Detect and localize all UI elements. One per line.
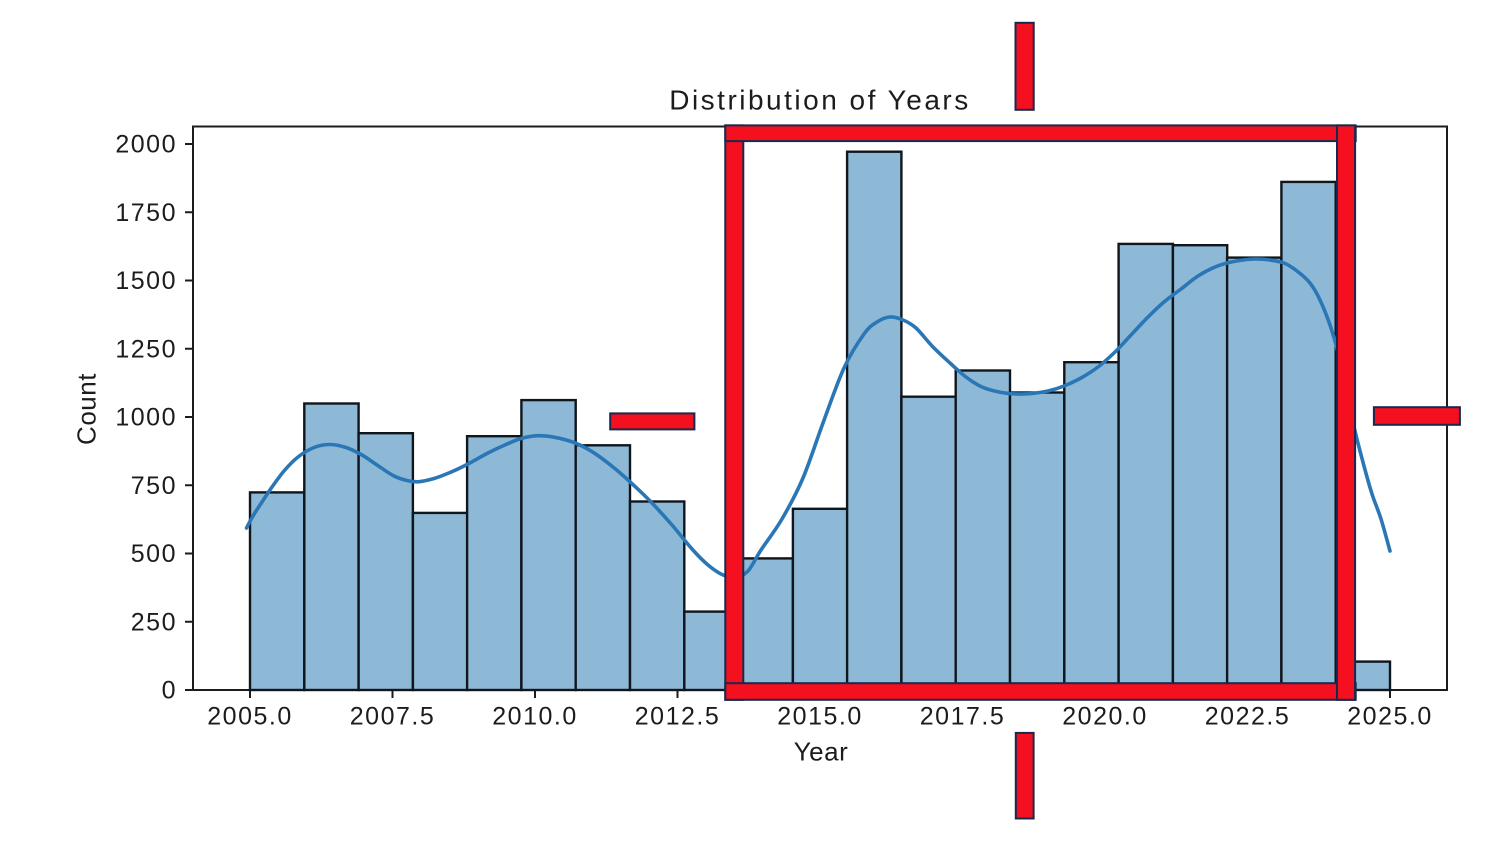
svg-text:2017.5: 2017.5: [920, 703, 1005, 731]
svg-text:750: 750: [131, 472, 177, 500]
svg-text:0: 0: [162, 677, 177, 705]
svg-text:2005.0: 2005.0: [207, 703, 292, 731]
svg-text:2020.0: 2020.0: [1062, 703, 1147, 731]
svg-text:2000: 2000: [115, 131, 177, 159]
svg-text:1000: 1000: [115, 404, 177, 432]
svg-text:250: 250: [131, 609, 177, 637]
svg-text:2012.5: 2012.5: [635, 703, 720, 731]
svg-text:Count: Count: [72, 373, 102, 445]
svg-text:2025.0: 2025.0: [1347, 703, 1432, 731]
svg-text:Year: Year: [794, 737, 849, 767]
svg-text:2015.0: 2015.0: [777, 703, 862, 731]
svg-text:500: 500: [131, 540, 177, 568]
svg-text:1500: 1500: [115, 267, 177, 295]
svg-text:1750: 1750: [115, 199, 177, 227]
svg-text:2010.0: 2010.0: [492, 703, 577, 731]
svg-text:2007.5: 2007.5: [350, 703, 435, 731]
svg-text:2022.5: 2022.5: [1205, 703, 1290, 731]
svg-text:1250: 1250: [115, 335, 177, 363]
svg-text:Distribution of Years: Distribution of Years: [669, 85, 971, 116]
